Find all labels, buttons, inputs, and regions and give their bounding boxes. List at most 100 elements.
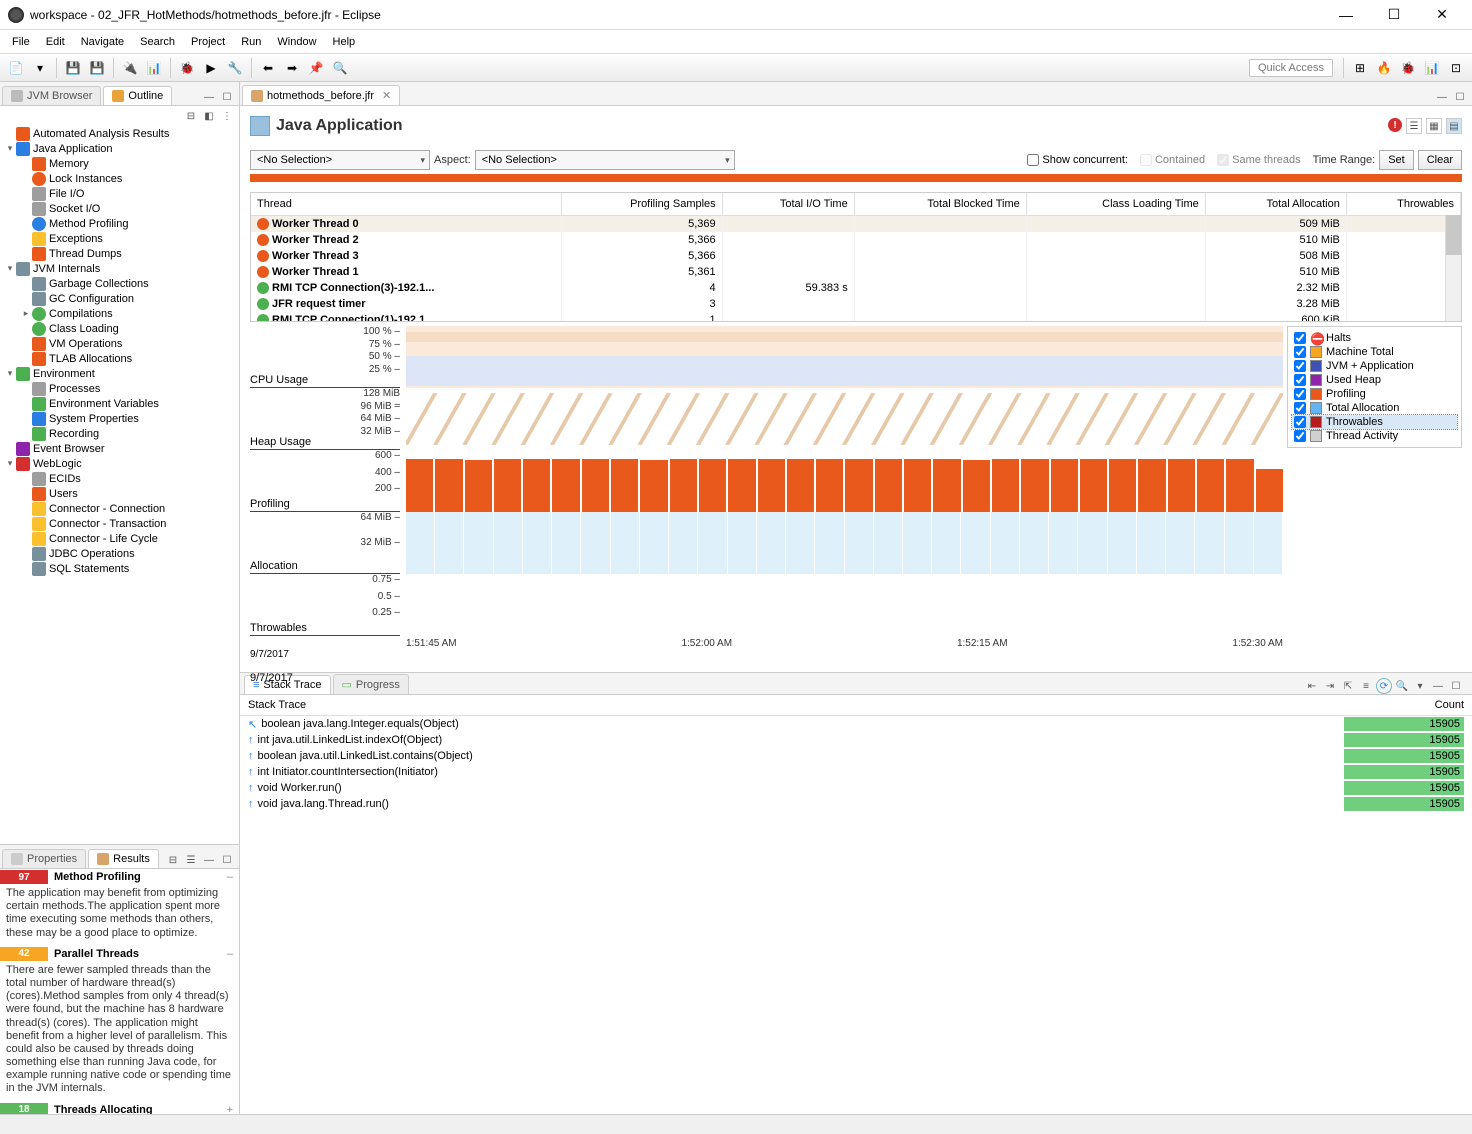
menu-window[interactable]: Window [269, 33, 324, 51]
tree-item[interactable]: ECIDs [0, 471, 239, 486]
new-button[interactable]: 📄 [5, 57, 27, 79]
clear-button[interactable]: Clear [1418, 150, 1462, 170]
tree-item[interactable]: Method Profiling [0, 216, 239, 231]
editor-max-icon[interactable]: ☐ [1452, 89, 1468, 105]
debug-button[interactable]: 🐞 [176, 57, 198, 79]
legend-item[interactable]: Used Heap [1292, 373, 1457, 387]
outline-tree[interactable]: Automated Analysis Results▾Java Applicat… [0, 126, 239, 844]
tree-item[interactable]: ▾JVM Internals [0, 261, 239, 276]
tree-btn-1[interactable]: ⊟ [183, 108, 199, 124]
tab-jvm-browser[interactable]: JVM Browser [2, 86, 101, 105]
results-toolbar-1[interactable]: ⊟ [165, 852, 181, 868]
stack-row[interactable]: ↖boolean java.lang.Integer.equals(Object… [240, 716, 1472, 732]
contained-checkbox[interactable]: Contained [1140, 154, 1205, 166]
chart-plot-allocation[interactable] [406, 512, 1283, 574]
menu-navigate[interactable]: Navigate [73, 33, 132, 51]
tree-item[interactable]: Environment Variables [0, 396, 239, 411]
legend-item[interactable]: Machine Total [1292, 345, 1457, 359]
dashboard-button[interactable]: 📊 [143, 57, 165, 79]
forward-button[interactable]: ➡ [281, 57, 303, 79]
tree-item[interactable]: Users [0, 486, 239, 501]
tree-item[interactable]: SQL Statements [0, 561, 239, 576]
chart-plot-profiling[interactable] [406, 450, 1283, 512]
same-threads-checkbox[interactable]: Same threads [1217, 154, 1300, 166]
legend-item[interactable]: Profiling [1292, 387, 1457, 401]
maximize-view-icon[interactable]: ☐ [219, 89, 235, 105]
back-button[interactable]: ⬅ [257, 57, 279, 79]
legend-checkbox[interactable] [1294, 332, 1306, 344]
table-row[interactable]: Worker Thread 25,366510 MiB [251, 232, 1461, 248]
results-min-icon[interactable]: — [201, 852, 217, 868]
tree-item[interactable]: Class Loading [0, 321, 239, 336]
stack-tb-3[interactable]: ⇱ [1340, 678, 1356, 694]
tree-item[interactable]: Automated Analysis Results [0, 126, 239, 141]
stack-tb-6[interactable]: 🔍 [1394, 678, 1410, 694]
perspective-button-1[interactable]: ⊞ [1349, 57, 1371, 79]
tree-item[interactable]: Event Browser [0, 441, 239, 456]
tree-item[interactable]: ▾WebLogic [0, 456, 239, 471]
tree-item[interactable]: JDBC Operations [0, 546, 239, 561]
legend-item[interactable]: Throwables [1292, 415, 1457, 429]
legend-item[interactable]: Thread Activity [1292, 429, 1457, 443]
table-row[interactable]: RMI TCP Connection(3)-192.1...459.383 s2… [251, 280, 1461, 296]
chart-plot-throwables[interactable] [406, 574, 1283, 636]
maximize-button[interactable]: ☐ [1372, 1, 1416, 29]
tree-item[interactable]: Socket I/O [0, 201, 239, 216]
perspective-button-2[interactable]: 🔥 [1373, 57, 1395, 79]
menu-run[interactable]: Run [233, 33, 269, 51]
column-header[interactable]: Class Loading Time [1026, 193, 1205, 215]
connect-button[interactable]: 🔌 [119, 57, 141, 79]
tree-item[interactable]: System Properties [0, 411, 239, 426]
tree-item[interactable]: Connector - Life Cycle [0, 531, 239, 546]
tree-item[interactable]: Recording [0, 426, 239, 441]
aspect-combo[interactable]: <No Selection> [475, 150, 735, 170]
perspective-button-3[interactable]: 🐞 [1397, 57, 1419, 79]
thread-table[interactable]: ThreadProfiling SamplesTotal I/O TimeTot… [250, 192, 1462, 322]
tab-results[interactable]: Results [88, 849, 159, 868]
result-item[interactable]: 42Parallel Threads– [0, 946, 239, 962]
chart-plot-cpu[interactable] [406, 326, 1283, 388]
menu-edit[interactable]: Edit [38, 33, 73, 51]
tree-item[interactable]: GC Configuration [0, 291, 239, 306]
tools-button[interactable]: 🔧 [224, 57, 246, 79]
tree-btn-3[interactable]: ⋮ [219, 108, 235, 124]
tree-item[interactable]: ▸Compilations [0, 306, 239, 321]
tree-item[interactable]: File I/O [0, 186, 239, 201]
view-mode-2[interactable]: ▦ [1426, 118, 1442, 134]
legend-checkbox[interactable] [1294, 430, 1306, 442]
tree-item[interactable]: ▾Environment [0, 366, 239, 381]
run-button[interactable]: ▶ [200, 57, 222, 79]
dropdown-icon[interactable]: ▾ [29, 57, 51, 79]
stack-row[interactable]: ↑int Initiator.countIntersection(Initiat… [240, 764, 1472, 780]
show-concurrent-checkbox[interactable]: Show concurrent: [1027, 154, 1128, 166]
column-header[interactable]: Thread [251, 193, 561, 215]
selection-combo[interactable]: <No Selection> [250, 150, 430, 170]
column-header[interactable]: Throwables [1346, 193, 1460, 215]
legend-item[interactable]: ⛔Halts [1292, 331, 1457, 345]
close-tab-icon[interactable]: ✕ [382, 89, 391, 102]
result-item[interactable]: 97Method Profiling– [0, 869, 239, 885]
alert-icon[interactable]: ! [1388, 118, 1402, 132]
result-expand-icon[interactable]: + [227, 1104, 239, 1114]
tree-item[interactable]: Memory [0, 156, 239, 171]
tree-btn-2[interactable]: ◧ [201, 108, 217, 124]
legend-checkbox[interactable] [1294, 346, 1306, 358]
legend-checkbox[interactable] [1294, 374, 1306, 386]
table-row[interactable]: RMI TCP Connection(1)-192.1...1600 KiB [251, 312, 1461, 322]
view-mode-1[interactable]: ☰ [1406, 118, 1422, 134]
tab-properties[interactable]: Properties [2, 849, 86, 868]
stack-tb-menu[interactable]: ▾ [1412, 678, 1428, 694]
result-expand-icon[interactable]: – [227, 948, 239, 960]
perspective-button-4[interactable]: 📊 [1421, 57, 1443, 79]
charts-area[interactable]: CPU Usage100 % –75 % –50 % –25 % –Heap U… [250, 326, 1283, 666]
tree-item[interactable]: Lock Instances [0, 171, 239, 186]
stack-row[interactable]: ↑void Worker.run()15905 [240, 780, 1472, 796]
menu-file[interactable]: File [4, 33, 38, 51]
menu-search[interactable]: Search [132, 33, 183, 51]
tree-item[interactable]: TLAB Allocations [0, 351, 239, 366]
stack-row[interactable]: ↑boolean java.util.LinkedList.contains(O… [240, 748, 1472, 764]
perspective-button-5[interactable]: ⊡ [1445, 57, 1467, 79]
tree-item[interactable]: Garbage Collections [0, 276, 239, 291]
result-item[interactable]: 18Threads Allocating+ [0, 1102, 239, 1114]
stack-row[interactable]: ↑void java.lang.Thread.run()15905 [240, 796, 1472, 812]
